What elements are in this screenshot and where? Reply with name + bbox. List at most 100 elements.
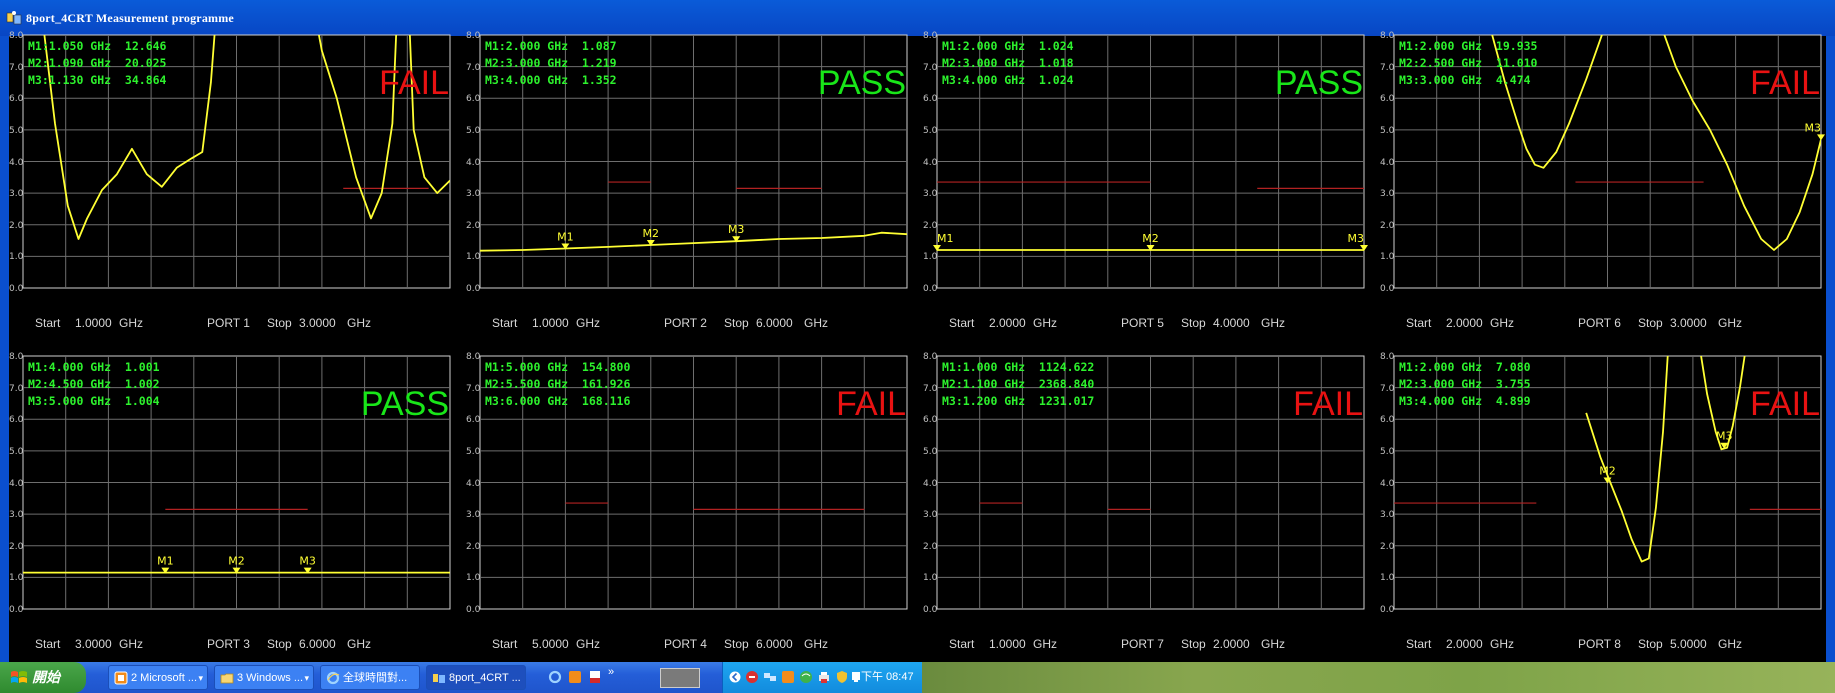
marker-triangle[interactable] — [1603, 477, 1612, 484]
y-tick-label: 2.0 — [923, 220, 938, 231]
port-label: PORT 1 — [207, 316, 250, 330]
stop-unit: GHz — [347, 637, 371, 651]
marker-triangle[interactable] — [933, 245, 941, 252]
marker-label: M3 — [1716, 430, 1733, 443]
y-tick-label: 5.0 — [466, 446, 481, 457]
marker-readout-line: M3:4.000 GHz 1.352 — [485, 73, 617, 87]
taskbar: 開始 2 Microsoft ... ▾ 3 Windows ... ▾ 全球時… — [0, 662, 1835, 693]
marker-triangle[interactable] — [1720, 442, 1729, 449]
marker-triangle[interactable] — [646, 239, 655, 246]
window-title-bar[interactable]: 8port_4CRT Measurement programme — [0, 0, 1835, 36]
stop-label: Stop — [267, 637, 292, 651]
app-icon — [433, 674, 445, 683]
plot-area[interactable] — [925, 355, 1365, 626]
marker-readout-line: M2:1.100 GHz 2368.840 — [942, 377, 1095, 391]
marker-triangle[interactable] — [1146, 245, 1155, 252]
y-tick-label: 5.0 — [923, 446, 938, 457]
plot-area[interactable] — [468, 355, 908, 626]
y-tick-label: 6.0 — [466, 94, 481, 105]
start-value: 3.0000 — [75, 637, 112, 651]
start-button[interactable]: 開始 — [0, 662, 86, 693]
taskbar-item-microsoft[interactable]: 2 Microsoft ... ▾ — [108, 665, 208, 690]
plot-area[interactable]: M1 M2 M3 — [11, 355, 451, 626]
network-icon[interactable] — [763, 670, 777, 684]
y-tick-label: 4.0 — [923, 478, 938, 489]
plot-area[interactable]: M2 M3 — [1382, 355, 1822, 626]
security-icon[interactable] — [745, 670, 759, 684]
y-tick-label: 7.0 — [9, 383, 24, 394]
plot-area[interactable]: M1 M2 M3 — [925, 34, 1368, 305]
y-tick-label: 4.0 — [1380, 157, 1395, 168]
y-tick-label: 1.0 — [923, 252, 938, 263]
stop-unit: GHz — [1718, 316, 1742, 330]
shield-icon[interactable] — [835, 670, 849, 684]
y-tick-label: 2.0 — [1380, 541, 1395, 552]
plot-area[interactable] — [11, 34, 451, 305]
taskbar-item-8port[interactable]: 8port_4CRT ... — [426, 665, 526, 690]
marker-readout-line: M2:1.090 GHz 20.025 — [28, 56, 167, 70]
taskbar-item-world-time[interactable]: 全球時間對... — [320, 665, 420, 690]
start-value: 1.0000 — [989, 637, 1026, 651]
y-tick-label: 8.0 — [466, 352, 481, 362]
y-tick-label: 6.0 — [1380, 415, 1395, 426]
internet-explorer-icon[interactable] — [548, 670, 562, 684]
result-verdict: FAIL — [379, 64, 449, 102]
y-tick-label: 1.0 — [1380, 252, 1395, 263]
marker-readout: M1:2.000 GHz 1.087 M2:3.000 GHz 1.219 M3:4… — [485, 38, 617, 89]
marker-label: M1 — [157, 555, 174, 568]
marker-readout-line: M3:4.000 GHz 4.899 — [1399, 394, 1531, 408]
windows-flag-icon — [11, 671, 27, 683]
marker-readout: M1:5.000 GHz 154.800 M2:5.500 GHz 161.926… — [485, 359, 630, 410]
clock[interactable]: 下午 08:47 — [861, 671, 914, 683]
language-bar[interactable] — [660, 668, 700, 688]
stop-unit: GHz — [1718, 637, 1742, 651]
system-tray: 下午 08:47 — [722, 662, 923, 693]
stop-value: 4.0000 — [1213, 316, 1250, 330]
marker-triangle[interactable] — [303, 567, 312, 574]
y-tick-label: 7.0 — [466, 62, 481, 73]
start-label: Start — [949, 637, 975, 651]
chevron-left-icon[interactable] — [729, 670, 741, 684]
marker-triangle[interactable] — [232, 567, 241, 574]
office-icon[interactable] — [781, 670, 795, 684]
y-tick-label: 2.0 — [1380, 220, 1395, 231]
y-tick-label: 7.0 — [923, 62, 938, 73]
marker-triangle[interactable] — [161, 567, 170, 574]
stop-value: 6.0000 — [756, 637, 793, 651]
marker-label: M1 — [557, 230, 574, 243]
acrobat-icon[interactable] — [588, 670, 602, 684]
y-tick-label: 3.0 — [1380, 189, 1395, 200]
taskbar-item-label: 8port_4CRT ... — [449, 672, 521, 684]
y-tick-label: 8.0 — [1380, 31, 1395, 41]
y-tick-label: 0.0 — [1380, 284, 1395, 294]
printer-icon[interactable] — [817, 670, 831, 684]
marker-triangle[interactable] — [732, 236, 741, 243]
y-tick-label: 7.0 — [9, 62, 24, 73]
y-tick-label: 7.0 — [1380, 62, 1395, 73]
marker-triangle[interactable] — [1817, 134, 1825, 141]
marker-triangle[interactable] — [1360, 245, 1368, 252]
globe-icon[interactable] — [799, 670, 813, 684]
monitor-icon[interactable] — [851, 670, 861, 684]
y-tick-label: 0.0 — [466, 284, 481, 294]
stop-label: Stop — [724, 637, 749, 651]
chevron-right-icon[interactable]: » — [608, 666, 615, 678]
marker-triangle[interactable] — [561, 243, 570, 250]
stop-label: Stop — [1638, 637, 1663, 651]
office-icon[interactable] — [568, 670, 582, 684]
stop-unit: GHz — [804, 316, 828, 330]
plot-area[interactable]: M1 M2 M3 — [468, 34, 908, 305]
port-label: PORT 7 — [1121, 637, 1164, 651]
y-tick-label: 7.0 — [1380, 383, 1395, 394]
result-verdict: FAIL — [836, 385, 906, 423]
taskbar-item-windows[interactable]: 3 Windows ... ▾ — [214, 665, 314, 690]
y-tick-label: 0.0 — [9, 284, 24, 294]
y-tick-label: 4.0 — [466, 157, 481, 168]
stop-unit: GHz — [347, 316, 371, 330]
start-label: Start — [949, 316, 975, 330]
y-tick-label: 6.0 — [9, 415, 24, 426]
marker-label: M2 — [1599, 465, 1616, 478]
plot-area[interactable]: M3 — [1382, 34, 1825, 305]
taskbar-item-label: 3 Windows ... — [237, 672, 304, 684]
start-label: Start — [492, 637, 518, 651]
